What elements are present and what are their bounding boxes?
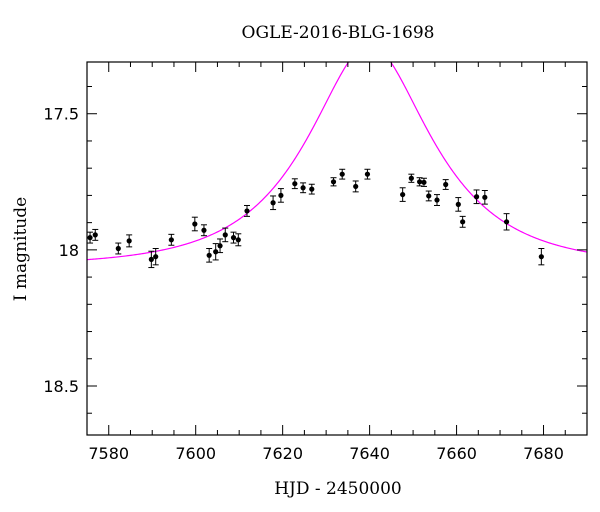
data-point [408, 173, 415, 183]
data-point [222, 227, 229, 243]
data-marker [408, 175, 414, 181]
data-point [168, 233, 175, 246]
data-marker [278, 192, 284, 199]
x-tick-label: 7580 [88, 444, 129, 463]
data-point [115, 242, 122, 255]
data-marker [230, 235, 237, 241]
data-point [200, 224, 207, 237]
data-marker [206, 252, 212, 258]
data-point [420, 177, 427, 187]
data-point [364, 168, 371, 180]
x-axis-label: HJD - 2450000 [274, 479, 402, 499]
y-tick-label: 17.5 [43, 105, 79, 124]
x-tick-label: 7660 [436, 444, 477, 463]
data-point [459, 215, 466, 228]
data-point [277, 188, 284, 203]
model-curve [87, 62, 587, 261]
data-marker [87, 235, 93, 241]
data-point [339, 168, 346, 180]
chart-title: OGLE-2016-BLG-1698 [242, 23, 435, 43]
data-point [538, 248, 545, 266]
data-marker [244, 208, 250, 214]
data-point [503, 213, 510, 231]
data-point [191, 216, 198, 232]
data-marker [443, 181, 449, 188]
data-point [217, 238, 224, 254]
plot-frame [86, 61, 588, 436]
data-point [206, 248, 213, 263]
data-point [352, 180, 359, 193]
data-marker [217, 243, 223, 249]
data-marker [417, 179, 423, 185]
data-marker [192, 221, 198, 227]
data-point [212, 243, 219, 261]
axis-ticks [86, 62, 588, 435]
data-marker [460, 219, 466, 225]
data-point [330, 177, 337, 187]
y-tick-label: 18.5 [43, 377, 79, 396]
data-marker [115, 245, 121, 252]
data-marker [222, 232, 228, 238]
x-tick-labels: 7580 7600 7620 7640 7660 7680 [88, 444, 564, 463]
data-marker [201, 227, 207, 233]
data-marker [148, 256, 154, 262]
data-marker [353, 183, 359, 190]
data-marker [300, 185, 306, 191]
data-marker [270, 200, 276, 206]
data-marker [364, 171, 371, 177]
data-point [92, 228, 99, 241]
data-point [230, 231, 237, 244]
data-marker [330, 179, 337, 185]
data-marker [153, 254, 159, 260]
data-marker [434, 197, 440, 203]
data-point [300, 182, 307, 194]
y-tick-label: 18 [59, 241, 79, 260]
data-point [126, 234, 133, 248]
data-marker [213, 249, 219, 255]
data-marker [426, 193, 432, 199]
data-marker [168, 237, 174, 243]
data-point [399, 187, 406, 202]
data-point [425, 190, 432, 202]
data-marker [503, 219, 510, 225]
data-point [244, 204, 250, 217]
x-tick-label: 7680 [523, 444, 564, 463]
data-marker [421, 179, 427, 185]
data-point [270, 195, 277, 211]
data-point [235, 233, 242, 247]
plot-area [87, 62, 587, 269]
data-point [455, 197, 462, 212]
data-marker [473, 194, 480, 200]
data-marker [126, 238, 132, 244]
data-point [434, 194, 440, 206]
data-point [152, 248, 159, 266]
x-tick-label: 7600 [175, 444, 216, 463]
data-marker [482, 194, 488, 200]
data-point [87, 231, 94, 244]
y-tick-labels: 17.5 18 18.5 [43, 105, 79, 396]
data-marker [538, 254, 544, 260]
data-marker [92, 232, 98, 238]
data-point [308, 183, 315, 195]
y-axis-label: I magnitude [11, 197, 31, 301]
data-marker [400, 191, 406, 198]
data-point [291, 178, 298, 190]
data-point [481, 190, 488, 205]
data-point [473, 189, 480, 205]
data-point [442, 179, 449, 190]
x-tick-label: 7640 [349, 444, 390, 463]
data-marker [292, 181, 298, 187]
data-point [148, 250, 155, 269]
data-marker [235, 237, 241, 243]
data-marker [455, 201, 461, 207]
data-marker [339, 171, 345, 177]
data-marker [309, 186, 315, 192]
data-point [416, 177, 423, 187]
x-tick-label: 7620 [262, 444, 303, 463]
